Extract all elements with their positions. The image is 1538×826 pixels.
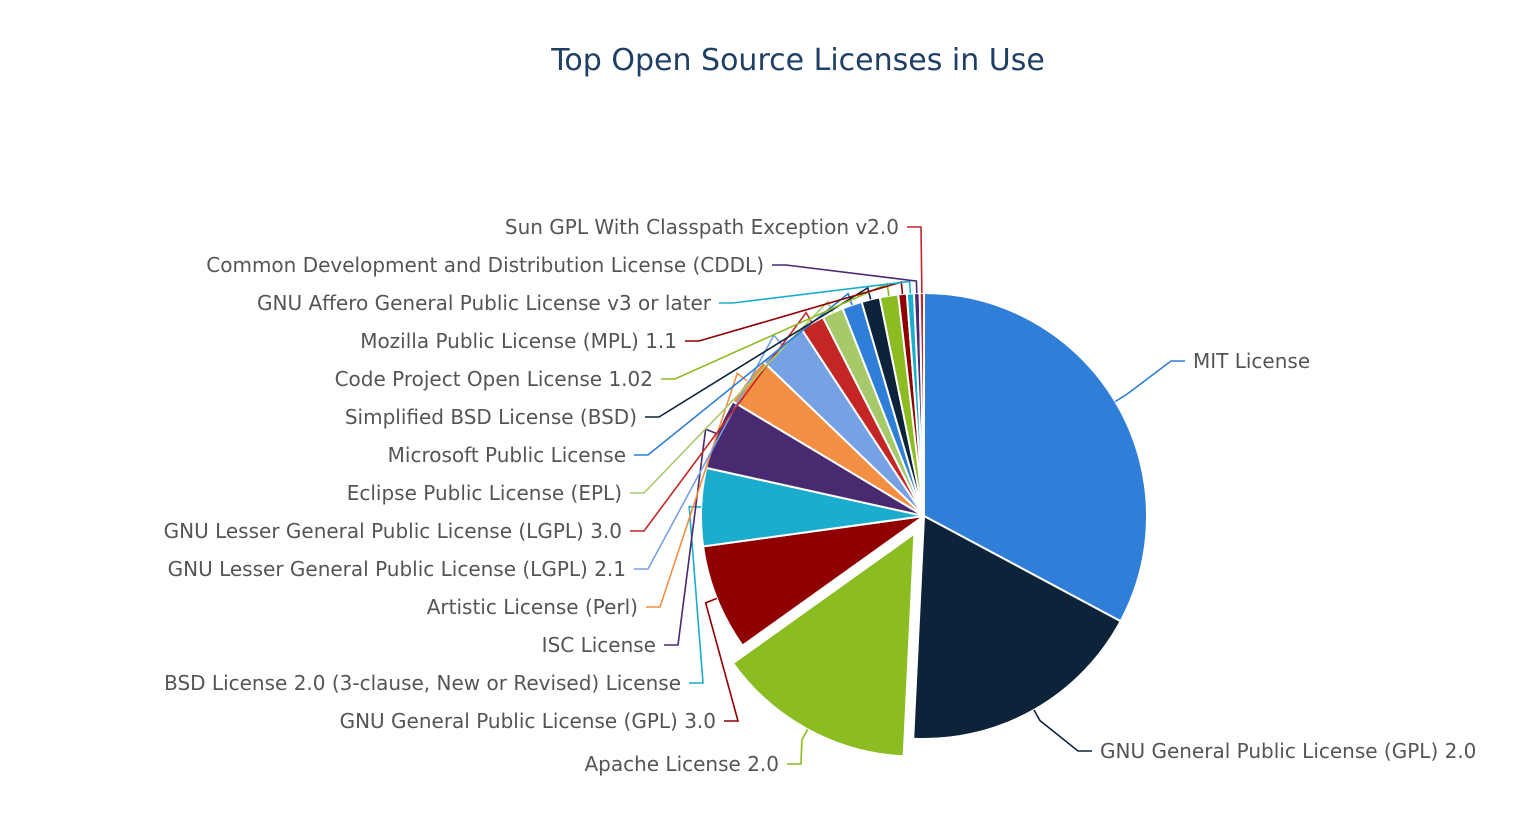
label-connector [772,264,918,294]
label-connector [646,371,748,608]
slice-label: GNU General Public License (GPL) 3.0 [340,709,716,733]
slice-label: Common Development and Distribution Lice… [206,253,764,277]
slice-label: Eclipse Public License (EPL) [347,481,622,505]
pie-slice [923,292,1148,623]
slice-label: BSD License 2.0 (3-clause, New or Revise… [164,671,681,695]
slice-label: Sun GPL With Classpath Exception v2.0 [505,215,899,239]
slice-label: Artistic License (Perl) [427,595,638,619]
slice-label: Mozilla Public License (MPL) 1.1 [360,329,677,353]
label-connector [688,505,704,684]
pie-slice [912,515,1122,740]
label-connector [704,597,740,722]
label-connector [630,300,834,494]
pie-slices [700,292,1148,758]
label-connector [664,428,718,646]
slice-label: GNU Lesser General Public License (LGPL)… [164,519,622,543]
slice-label: MIT License [1193,349,1310,373]
slice-labels: MIT License GNU General Public License (G… [164,215,1477,776]
label-connector [787,728,809,765]
label-connector [645,286,872,418]
label-connector [907,226,923,294]
slice-label: GNU General Public License (GPL) 2.0 [1100,739,1476,763]
pie-slice [731,532,916,758]
slice-label: GNU Affero General Public License v3 or … [257,291,712,315]
slice-label: Apache License 2.0 [584,752,779,776]
label-connectors [630,226,1185,765]
label-connector [661,282,890,380]
slice-label: Simplified BSD License (BSD) [345,405,637,429]
label-connector [1114,360,1185,403]
label-connector [1033,709,1092,752]
pie-slice [702,515,925,647]
pie-slice [918,292,925,517]
slice-label: ISC License [542,633,656,657]
label-connector [634,333,783,570]
chart-title: Top Open Source Licenses in Use [550,43,1045,78]
slice-label: Code Project Open License 1.02 [335,367,653,391]
label-connector [719,280,912,304]
slice-label: GNU Lesser General Public License (LGPL)… [168,557,626,581]
slice-label: Microsoft Public License [388,443,626,467]
label-connector [685,281,904,342]
